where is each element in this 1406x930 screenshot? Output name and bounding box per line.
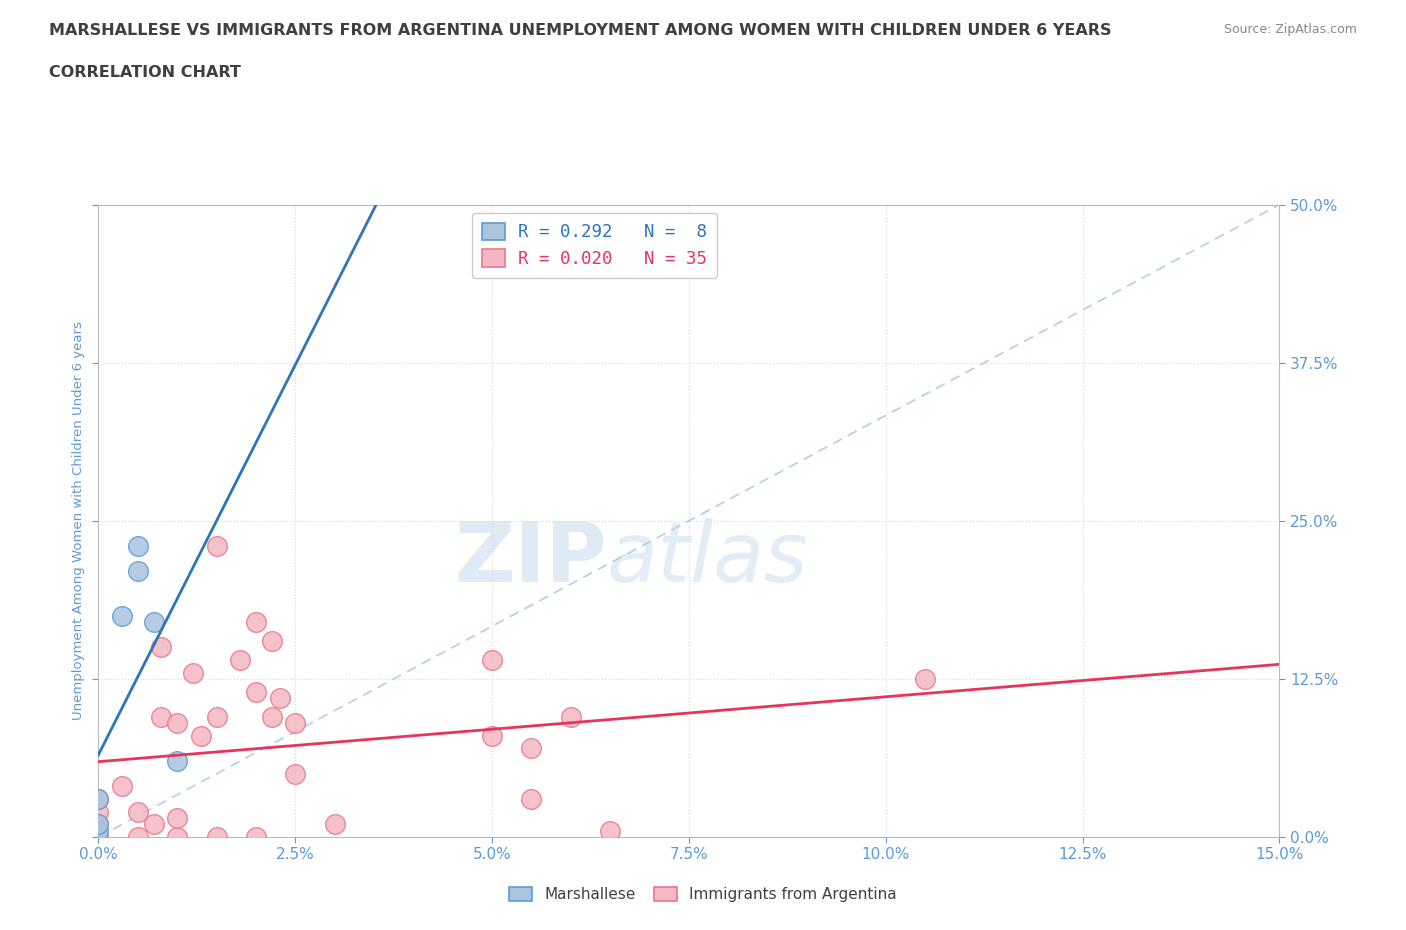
Point — [87, 817, 110, 831]
Y-axis label: Unemployment Among Women with Children Under 6 years: Unemployment Among Women with Children U… — [72, 322, 84, 720]
Point — [166, 811, 188, 826]
Point — [166, 716, 188, 731]
Point — [190, 728, 212, 743]
Point — [245, 615, 267, 630]
Point — [205, 830, 228, 844]
Point — [481, 653, 503, 668]
Point — [520, 741, 543, 756]
Point — [87, 791, 110, 806]
Point — [87, 817, 110, 831]
Text: atlas: atlas — [606, 518, 808, 599]
Point — [599, 823, 621, 838]
Point — [111, 779, 134, 794]
Point — [520, 791, 543, 806]
Point — [150, 640, 173, 655]
Point — [127, 804, 149, 819]
Point — [245, 830, 267, 844]
Point — [142, 615, 165, 630]
Point — [87, 823, 110, 838]
Text: CORRELATION CHART: CORRELATION CHART — [49, 65, 240, 80]
Point — [87, 830, 110, 844]
Point — [481, 728, 503, 743]
Point — [560, 710, 582, 724]
Point — [150, 710, 173, 724]
Text: ZIP: ZIP — [454, 518, 606, 599]
Point — [914, 671, 936, 686]
Point — [284, 766, 307, 781]
Point — [205, 710, 228, 724]
Point — [111, 608, 134, 623]
Point — [87, 791, 110, 806]
Point — [181, 665, 204, 680]
Point — [260, 633, 283, 648]
Text: MARSHALLESE VS IMMIGRANTS FROM ARGENTINA UNEMPLOYMENT AMONG WOMEN WITH CHILDREN : MARSHALLESE VS IMMIGRANTS FROM ARGENTINA… — [49, 23, 1112, 38]
Point — [127, 564, 149, 578]
Point — [127, 538, 149, 553]
Legend: R = 0.292   N =  8, R = 0.020   N = 35: R = 0.292 N = 8, R = 0.020 N = 35 — [471, 213, 717, 277]
Point — [205, 538, 228, 553]
Point — [284, 716, 307, 731]
Point — [269, 690, 291, 705]
Point — [127, 830, 149, 844]
Text: Source: ZipAtlas.com: Source: ZipAtlas.com — [1223, 23, 1357, 36]
Point — [323, 817, 346, 831]
Point — [87, 804, 110, 819]
Legend: Marshallese, Immigrants from Argentina: Marshallese, Immigrants from Argentina — [503, 881, 903, 909]
Point — [245, 684, 267, 699]
Point — [166, 753, 188, 768]
Point — [142, 817, 165, 831]
Point — [260, 710, 283, 724]
Point — [229, 653, 252, 668]
Point — [166, 830, 188, 844]
